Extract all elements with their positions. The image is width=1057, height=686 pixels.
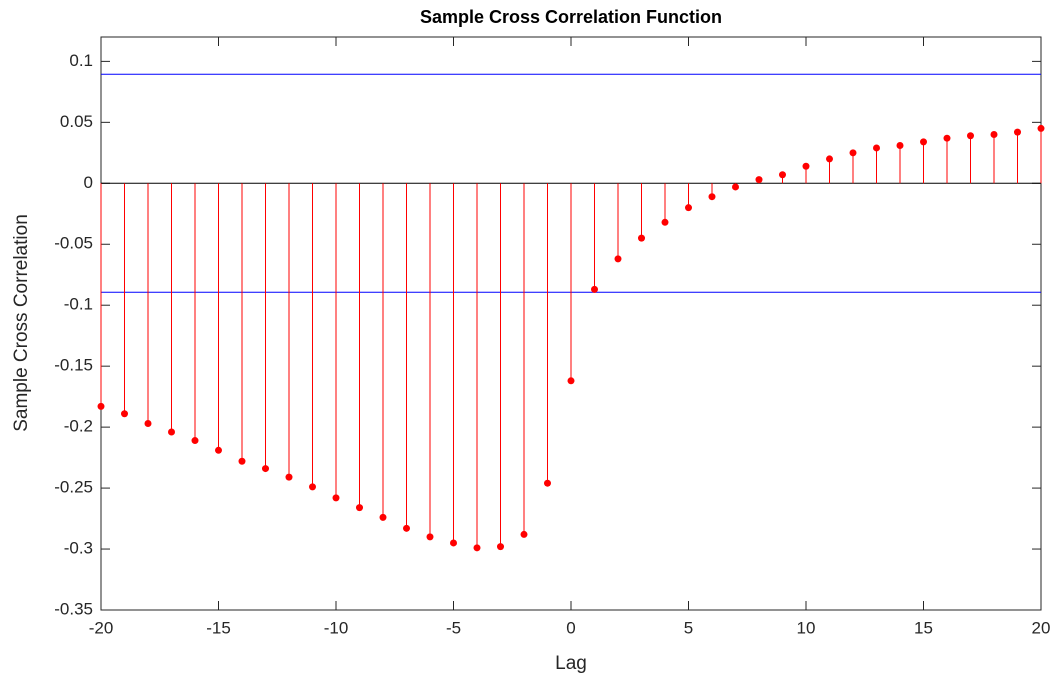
stem-marker <box>262 465 269 473</box>
stem-marker <box>685 204 692 212</box>
stem-marker <box>473 544 481 552</box>
stem-marker <box>638 234 645 242</box>
stem-marker <box>826 155 833 163</box>
stem-marker <box>779 171 786 179</box>
y-tick-label: 0.05 <box>60 112 93 131</box>
y-tick-label: -0.25 <box>54 478 93 497</box>
stem-marker <box>591 285 598 293</box>
y-tick-label: -0.35 <box>54 599 93 618</box>
x-tick-label: 10 <box>797 618 816 637</box>
stem-marker <box>1014 128 1021 136</box>
stem-marker <box>661 218 669 226</box>
x-tick-label: 0 <box>566 618 575 637</box>
x-tick-label: -10 <box>324 618 349 637</box>
stem-marker <box>708 193 716 201</box>
stem-marker <box>285 473 293 481</box>
stem-marker <box>802 162 810 170</box>
stem-marker <box>567 377 575 385</box>
stem-marker <box>873 144 880 152</box>
stem-marker <box>168 428 175 436</box>
stem-marker <box>403 524 410 532</box>
stem-marker <box>450 539 457 547</box>
stem-marker <box>144 419 152 427</box>
stem-marker <box>191 437 199 445</box>
stem-marker <box>332 494 340 502</box>
x-tick-label: 20 <box>1032 618 1051 637</box>
stem-marker <box>215 446 222 454</box>
x-tick-label: 15 <box>914 618 933 637</box>
y-tick-label: -0.3 <box>64 539 93 558</box>
stem-marker <box>426 533 434 541</box>
y-tick-label: 0 <box>84 173 93 192</box>
stem-marker <box>97 402 105 410</box>
stem-marker <box>1037 124 1045 132</box>
y-tick-label: -0.2 <box>64 417 93 436</box>
y-tick-label: 0.1 <box>69 51 93 70</box>
x-tick-label: -15 <box>206 618 231 637</box>
x-tick-label: 5 <box>684 618 693 637</box>
stem-marker <box>356 504 363 512</box>
y-tick-label: -0.05 <box>54 234 93 253</box>
y-tick-label: -0.1 <box>64 295 93 314</box>
stem-marker <box>755 176 763 184</box>
stem-marker <box>121 410 128 418</box>
x-tick-label: -20 <box>89 618 114 637</box>
stem-marker <box>732 183 739 191</box>
stem-marker <box>849 149 857 157</box>
y-tick-label: -0.15 <box>54 356 93 375</box>
stem-marker <box>967 132 974 140</box>
stem-marker <box>544 479 551 487</box>
stem-marker <box>943 134 951 142</box>
stem-marker <box>497 543 504 551</box>
stem-marker <box>238 457 246 465</box>
chart-title: Sample Cross Correlation Function <box>420 7 722 27</box>
stem-marker <box>990 131 998 139</box>
y-axis-label: Sample Cross Correlation <box>11 214 32 432</box>
stem-marker <box>520 530 528 538</box>
stem-marker <box>309 483 316 491</box>
stem-marker <box>614 255 622 263</box>
x-tick-label: -5 <box>446 618 461 637</box>
stem-marker <box>920 138 927 146</box>
stem-marker <box>896 142 904 150</box>
stem-marker <box>379 513 387 521</box>
x-axis-label: Lag <box>555 653 587 674</box>
